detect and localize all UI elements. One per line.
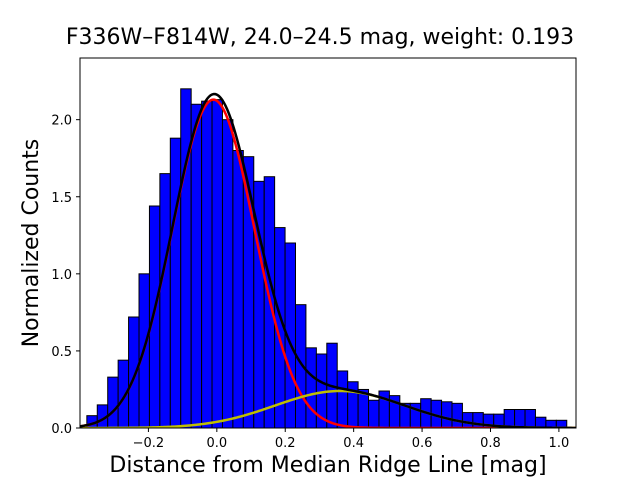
plot-frame: [79, 57, 577, 429]
histogram-bar: [128, 316, 140, 428]
histogram-bar: [514, 409, 526, 428]
histogram-bar: [347, 381, 359, 428]
histogram-bar: [451, 402, 463, 428]
histogram-bar: [201, 100, 213, 428]
fit-curve-total: [80, 92, 576, 428]
y-axis-ticks: 0.0 0.5 1.0 1.5 2.0: [51, 114, 80, 437]
y-tick-label: 2.0: [51, 114, 72, 129]
chart-title: F336W–F814W, 24.0–24.5 mag, weight: 0.19…: [66, 25, 574, 50]
y-tick-label: 1.5: [51, 191, 72, 206]
x-tick-label: 0.4: [343, 436, 364, 451]
histogram-bar: [190, 103, 203, 428]
histogram-bar: [524, 409, 536, 428]
y-tick-label: 0.0: [51, 422, 72, 437]
histogram-bar: [336, 370, 349, 428]
x-tick-label: 0.0: [206, 436, 227, 451]
y-tick-label: 0.5: [51, 345, 72, 360]
histogram-bar: [221, 119, 234, 428]
histogram-bar: [368, 399, 380, 428]
x-axis-label: Distance from Median Ridge Line [mag]: [109, 453, 546, 478]
curves-layer: [80, 92, 576, 428]
histogram-bar: [441, 401, 453, 428]
x-tick-label: −0.2: [133, 436, 165, 451]
x-tick-label: 0.2: [275, 436, 296, 451]
histogram-bar: [461, 412, 474, 428]
x-tick-label: 0.6: [412, 436, 433, 451]
histogram-bar: [555, 419, 568, 428]
histogram-bar: [169, 137, 182, 428]
histogram-bar: [503, 409, 516, 428]
x-axis-ticks: −0.2 0.0 0.2 0.4 0.6 0.8 1.0: [133, 428, 570, 451]
histogram-bar: [159, 173, 171, 428]
x-tick-label: 1.0: [549, 436, 570, 451]
histogram-bar: [107, 376, 119, 428]
y-axis-label: Normalized Counts: [19, 139, 44, 348]
histogram-bar: [232, 150, 244, 428]
histogram-bar: [180, 88, 192, 428]
x-tick-label: 0.8: [480, 436, 501, 451]
histogram-bar: [305, 347, 317, 428]
bars-layer: [86, 88, 568, 428]
histogram-bar: [211, 99, 223, 428]
histogram-bar: [148, 205, 161, 428]
y-tick-label: 1.0: [51, 268, 72, 283]
